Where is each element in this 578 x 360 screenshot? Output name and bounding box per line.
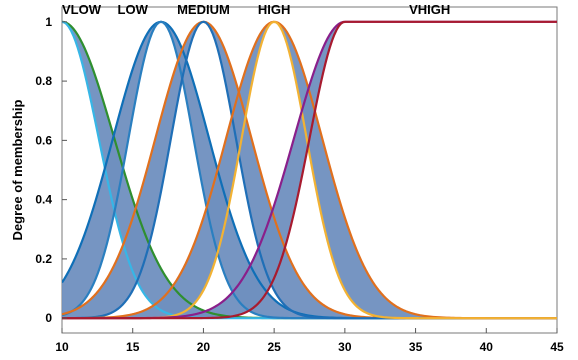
y-tick-label: 0.6: [35, 133, 52, 147]
y-axis-label: Degree of membership: [10, 100, 25, 241]
series-group: [62, 20, 557, 320]
x-tick-label: 15: [126, 340, 140, 354]
x-axis-ticks: 10 15 20 25 30 35 40 45: [55, 328, 564, 354]
set-labels: VLOW LOW MEDIUM HIGH VHIGH: [62, 2, 450, 17]
lower-mf-vhigh: [62, 20, 557, 320]
y-axis-ticks: 0 0.2 0.4 0.6 0.8 1: [35, 15, 67, 325]
set-label-vlow: VLOW: [62, 2, 102, 17]
x-tick-label: 20: [197, 340, 211, 354]
set-label-medium: MEDIUM: [177, 2, 230, 17]
x-tick-label: 10: [55, 340, 69, 354]
set-label-vhigh: VHIGH: [409, 2, 450, 17]
y-tick-label: 0.4: [35, 193, 52, 207]
set-label-high: HIGH: [258, 2, 291, 17]
y-tick-label: 1: [45, 15, 52, 29]
set-label-low: LOW: [118, 2, 149, 17]
x-tick-label: 30: [338, 340, 352, 354]
plot-area: [61, 6, 558, 334]
y-tick-label: 0: [45, 311, 52, 325]
y-tick-label: 0.2: [35, 252, 52, 266]
footprint-medium: [62, 21, 557, 319]
y-tick-label: 0.8: [35, 74, 52, 88]
x-tick-label: 35: [409, 340, 423, 354]
x-tick-label: 45: [550, 340, 564, 354]
x-tick-label: 40: [480, 340, 494, 354]
x-tick-label: 25: [267, 340, 281, 354]
